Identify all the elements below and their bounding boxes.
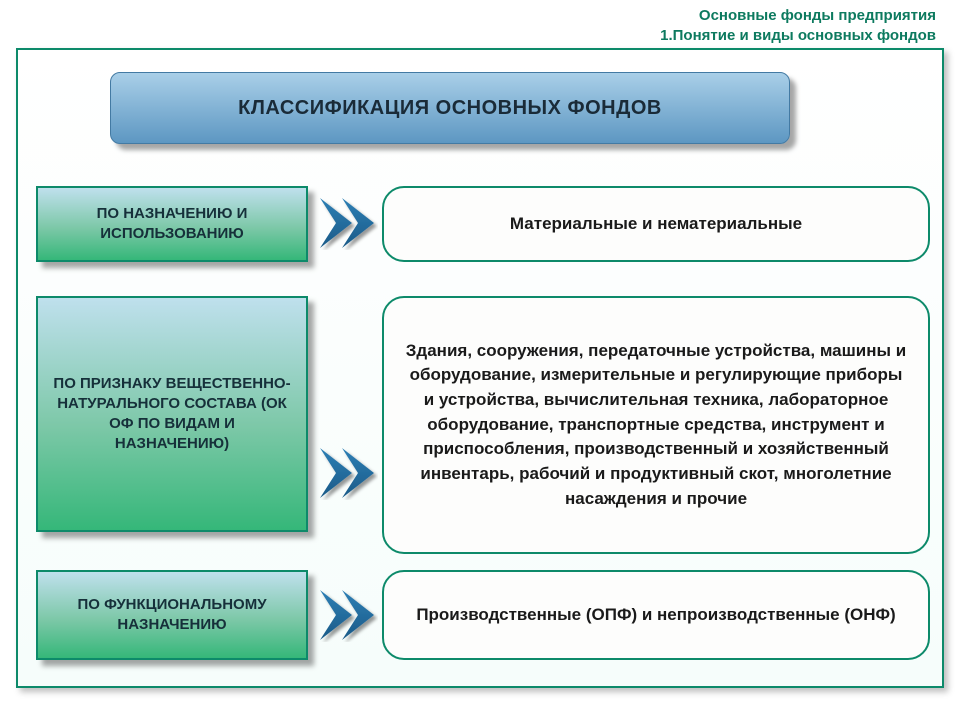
description-box-3: Производственные (ОПФ) и непроизводствен… xyxy=(382,570,930,660)
description-text-2: Здания, сооружения, передаточные устройс… xyxy=(402,339,910,511)
category-label-2: ПО ПРИЗНАКУ ВЕЩЕСТВЕННО-НАТУРАЛЬНОГО СОС… xyxy=(50,374,294,455)
category-label-1: ПО НАЗНАЧЕНИЮ И ИСПОЛЬЗОВАНИЮ xyxy=(50,204,294,245)
arrow-icon xyxy=(318,196,378,250)
category-label-3: ПО ФУНКЦИОНАЛЬНОМУ НАЗНАЧЕНИЮ xyxy=(50,595,294,636)
slide-header: Основные фонды предприятия 1.Понятие и в… xyxy=(0,0,960,47)
content-frame: КЛАССИФИКАЦИЯ ОСНОВНЫХ ФОНДОВ ПО НАЗНАЧЕ… xyxy=(16,48,944,688)
main-title-text: КЛАССИФИКАЦИЯ ОСНОВНЫХ ФОНДОВ xyxy=(238,97,662,120)
category-box-1: ПО НАЗНАЧЕНИЮ И ИСПОЛЬЗОВАНИЮ xyxy=(36,186,308,262)
description-box-2: Здания, сооружения, передаточные устройс… xyxy=(382,296,930,554)
category-box-2: ПО ПРИЗНАКУ ВЕЩЕСТВЕННО-НАТУРАЛЬНОГО СОС… xyxy=(36,296,308,532)
header-line-2: 1.Понятие и виды основных фондов xyxy=(0,26,936,46)
header-line-1: Основные фонды предприятия xyxy=(0,6,936,26)
description-text-1: Материальные и нематериальные xyxy=(510,212,802,237)
main-title-box: КЛАССИФИКАЦИЯ ОСНОВНЫХ ФОНДОВ xyxy=(110,72,790,144)
category-box-3: ПО ФУНКЦИОНАЛЬНОМУ НАЗНАЧЕНИЮ xyxy=(36,570,308,660)
arrow-icon xyxy=(318,588,378,642)
description-box-1: Материальные и нематериальные xyxy=(382,186,930,262)
arrow-icon xyxy=(318,446,378,500)
description-text-3: Производственные (ОПФ) и непроизводствен… xyxy=(416,603,895,628)
